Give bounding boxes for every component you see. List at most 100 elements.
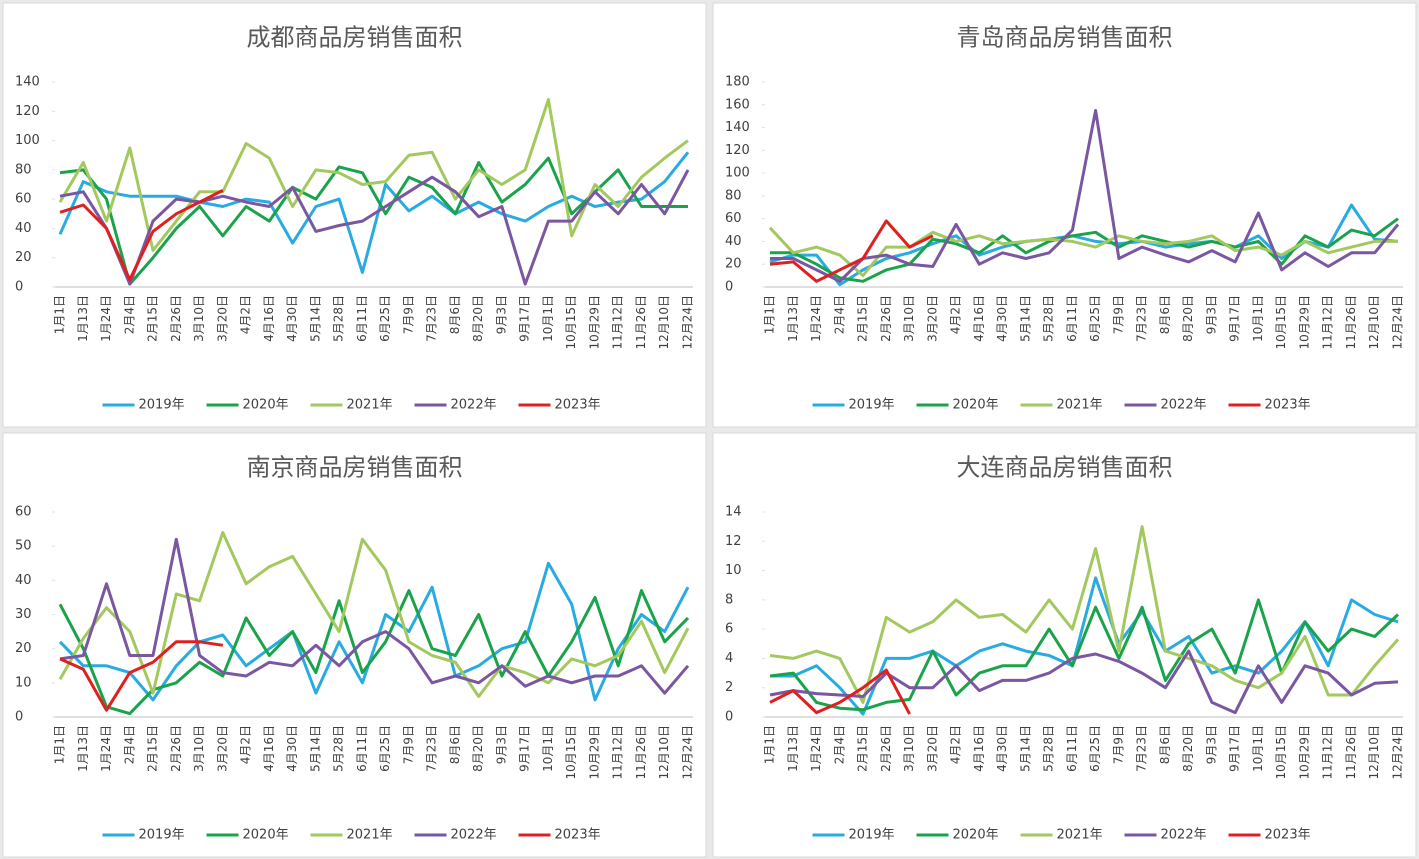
series-line	[770, 109, 1400, 283]
y-tick-label: 160	[725, 97, 750, 112]
x-tick-label: 10月1日	[541, 295, 555, 342]
x-tick-label: 6月25日	[378, 725, 392, 772]
x-tick-label: 9月17日	[518, 295, 532, 342]
y-tick-label: 140	[15, 75, 40, 90]
y-tick-label: 20	[15, 641, 32, 656]
legend-label: 2023年	[555, 828, 601, 843]
x-tick-label: 4月30日	[995, 295, 1009, 342]
x-tick-label: 1月13日	[76, 725, 90, 772]
x-tick-label: 8月20日	[1181, 295, 1195, 342]
y-tick-label: 12	[725, 534, 742, 549]
x-tick-label: 4月16日	[972, 725, 986, 772]
x-tick-label: 4月30日	[285, 725, 299, 772]
y-tick-label: 140	[725, 120, 750, 135]
y-tick-label: 120	[15, 104, 40, 119]
x-tick-label: 5月14日	[1018, 295, 1032, 342]
x-tick-label: 3月10日	[192, 725, 206, 772]
x-tick-label: 4月16日	[972, 295, 986, 342]
legend-label: 2019年	[849, 398, 895, 413]
x-tick-label: 4月2日	[239, 725, 253, 764]
legend-label: 2019年	[139, 398, 185, 413]
legend-label: 2021年	[1057, 398, 1103, 413]
series-line	[769, 219, 934, 283]
x-tick-label: 11月26日	[634, 295, 648, 350]
x-tick-label: 6月25日	[378, 295, 392, 342]
x-tick-label: 2月15日	[856, 725, 870, 772]
series-line	[58, 98, 689, 252]
series-line	[58, 589, 690, 716]
x-tick-label: 11月12日	[611, 295, 625, 350]
series-line	[768, 226, 1398, 278]
x-tick-label: 10月29日	[587, 295, 601, 350]
x-tick-label: 7月9日	[401, 295, 415, 334]
y-tick-label: 100	[725, 166, 750, 181]
legend-label: 2021年	[347, 398, 393, 413]
x-tick-label: 4月16日	[262, 725, 276, 772]
legend-label: 2021年	[347, 828, 393, 843]
x-tick-label: 3月10日	[902, 725, 916, 772]
x-tick-label: 5月14日	[308, 295, 322, 342]
x-tick-label: 6月11日	[1065, 295, 1079, 342]
chart-title: 青岛商品房销售面积	[957, 24, 1173, 52]
x-tick-label: 1月13日	[76, 295, 90, 342]
x-tick-label: 8月6日	[1158, 295, 1172, 334]
x-tick-label: 2月15日	[146, 725, 160, 772]
x-tick-label: 12月24日	[1391, 725, 1405, 780]
x-tick-label: 8月6日	[448, 295, 462, 334]
x-tick-label: 10月1日	[1251, 295, 1265, 342]
x-tick-label: 7月23日	[1135, 725, 1149, 772]
legend-label: 2020年	[953, 398, 999, 413]
y-tick-label: 60	[725, 211, 742, 226]
y-tick-label: 6	[725, 622, 733, 637]
chart-title: 大连商品房销售面积	[957, 454, 1173, 482]
legend-label: 2020年	[243, 828, 289, 843]
x-tick-label: 10月15日	[564, 725, 578, 780]
x-tick-label: 6月11日	[355, 725, 369, 772]
x-tick-label: 1月1日	[763, 725, 777, 764]
y-tick-label: 0	[725, 280, 733, 295]
legend-label: 2022年	[451, 828, 497, 843]
y-tick-label: 0	[15, 280, 23, 295]
x-tick-label: 11月26日	[634, 725, 648, 780]
x-tick-label: 9月3日	[1204, 725, 1218, 764]
legend-label: 2020年	[243, 398, 289, 413]
panel-background	[2, 2, 707, 428]
x-tick-label: 10月29日	[1297, 295, 1311, 350]
series-line	[769, 525, 1400, 704]
x-tick-label: 5月14日	[1018, 725, 1032, 772]
series-line	[769, 598, 1400, 712]
y-tick-label: 120	[725, 143, 750, 158]
x-tick-label: 12月10日	[657, 295, 671, 350]
x-tick-label: 2月26日	[879, 725, 893, 772]
x-tick-label: 2月26日	[169, 725, 183, 772]
legend-label: 2023年	[1265, 398, 1311, 413]
x-tick-label: 8月20日	[471, 725, 485, 772]
legend-label: 2019年	[139, 828, 185, 843]
x-tick-label: 1月1日	[53, 295, 67, 334]
x-tick-label: 12月10日	[1367, 725, 1381, 780]
y-tick-label: 20	[15, 250, 32, 265]
x-tick-label: 1月24日	[809, 725, 823, 772]
x-tick-label: 2月4日	[122, 295, 136, 334]
x-tick-label: 8月20日	[471, 295, 485, 342]
x-tick-label: 6月25日	[1088, 295, 1102, 342]
x-tick-label: 2月4日	[832, 295, 846, 334]
y-tick-label: 40	[15, 221, 32, 236]
chart-panel: 南京商品房销售面积 0 10 20 30 40 50 60 1月1日 1月13日 1月24日 2月4日…	[2, 432, 707, 858]
chart-title: 南京商品房销售面积	[247, 454, 463, 482]
series-line	[770, 217, 1399, 283]
x-tick-label: 11月12日	[1321, 295, 1335, 350]
y-tick-label: 180	[725, 75, 750, 90]
x-tick-label: 1月13日	[786, 725, 800, 772]
x-tick-label: 5月28日	[332, 295, 346, 342]
legend-label: 2023年	[555, 398, 601, 413]
legend-label: 2021年	[1057, 828, 1103, 843]
y-tick-label: 80	[15, 162, 32, 177]
x-tick-label: 6月25日	[1088, 725, 1102, 772]
chart-title: 成都商品房销售面积	[247, 24, 463, 52]
x-tick-label: 5月14日	[308, 725, 322, 772]
y-tick-label: 2	[725, 680, 733, 695]
x-tick-label: 12月10日	[1367, 295, 1381, 350]
series-line	[59, 640, 224, 712]
